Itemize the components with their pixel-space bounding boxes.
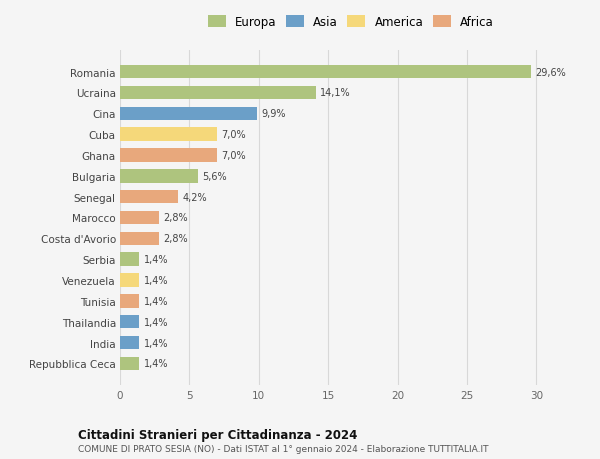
Bar bbox=[120, 336, 139, 350]
Bar bbox=[120, 107, 257, 121]
Bar bbox=[120, 128, 217, 142]
Text: 29,6%: 29,6% bbox=[535, 67, 566, 78]
Text: 4,2%: 4,2% bbox=[182, 192, 207, 202]
Bar bbox=[120, 274, 139, 287]
Text: 7,0%: 7,0% bbox=[221, 151, 246, 161]
Bar bbox=[120, 315, 139, 329]
Text: 1,4%: 1,4% bbox=[143, 317, 168, 327]
Text: 2,8%: 2,8% bbox=[163, 213, 188, 223]
Bar bbox=[120, 294, 139, 308]
Bar bbox=[120, 190, 178, 204]
Bar bbox=[120, 170, 198, 183]
Text: 5,6%: 5,6% bbox=[202, 172, 226, 181]
Bar bbox=[120, 253, 139, 266]
Text: 1,4%: 1,4% bbox=[143, 296, 168, 306]
Text: 1,4%: 1,4% bbox=[143, 338, 168, 348]
Legend: Europa, Asia, America, Africa: Europa, Asia, America, Africa bbox=[208, 16, 494, 29]
Bar bbox=[120, 149, 217, 162]
Bar bbox=[120, 211, 159, 225]
Bar bbox=[120, 86, 316, 100]
Text: 9,9%: 9,9% bbox=[262, 109, 286, 119]
Text: Cittadini Stranieri per Cittadinanza - 2024: Cittadini Stranieri per Cittadinanza - 2… bbox=[78, 428, 358, 441]
Text: 1,4%: 1,4% bbox=[143, 358, 168, 369]
Text: COMUNE DI PRATO SESIA (NO) - Dati ISTAT al 1° gennaio 2024 - Elaborazione TUTTIT: COMUNE DI PRATO SESIA (NO) - Dati ISTAT … bbox=[78, 444, 488, 453]
Bar bbox=[120, 357, 139, 370]
Text: 1,4%: 1,4% bbox=[143, 275, 168, 285]
Text: 1,4%: 1,4% bbox=[143, 255, 168, 264]
Text: 2,8%: 2,8% bbox=[163, 234, 188, 244]
Text: 7,0%: 7,0% bbox=[221, 130, 246, 140]
Bar bbox=[120, 66, 531, 79]
Bar bbox=[120, 232, 159, 246]
Text: 14,1%: 14,1% bbox=[320, 88, 350, 98]
